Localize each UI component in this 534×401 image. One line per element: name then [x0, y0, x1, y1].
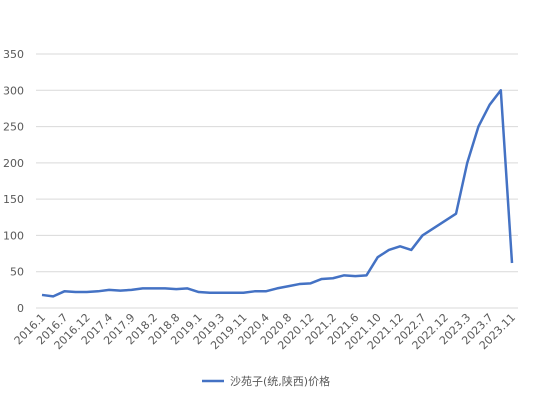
y-tick-label: 200 [3, 157, 24, 170]
y-tick-label: 300 [3, 84, 24, 97]
y-tick-label: 100 [3, 229, 24, 242]
y-tick-label: 0 [17, 302, 24, 315]
y-tick-label: 50 [10, 266, 24, 279]
y-tick-label: 150 [3, 193, 24, 206]
y-tick-label: 350 [3, 48, 24, 61]
data-line [41, 89, 514, 298]
legend-label: 沙苑子(统,陕西)价格 [230, 374, 330, 388]
y-tick-label: 250 [3, 121, 24, 134]
